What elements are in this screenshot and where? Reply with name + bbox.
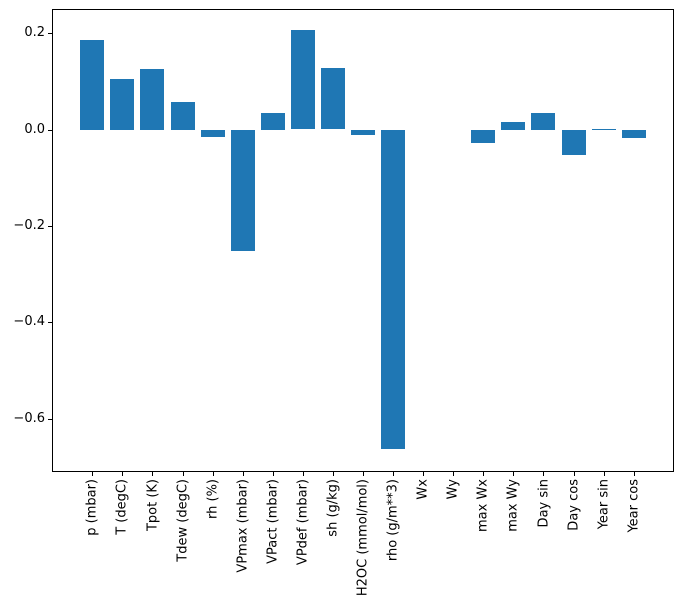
x-tick-mark (483, 472, 484, 476)
x-tick-label: rho (g/m**3) (385, 479, 401, 562)
x-tick-label: VPmax (mbar) (235, 479, 251, 573)
bar-vpdef-mbar (290, 29, 315, 130)
bar-h2oc-mmol-mol (351, 129, 376, 135)
y-tick-mark (48, 226, 52, 227)
x-tick-label: Wy (445, 479, 461, 500)
bar-tdew-degc (170, 101, 195, 130)
x-tick-mark (393, 472, 394, 476)
y-tick-label: 0.2 (24, 25, 45, 40)
bar-vpmax-mbar (230, 129, 255, 252)
y-tick-label: −0.4 (13, 314, 45, 329)
bar-year-cos (621, 129, 646, 139)
bar-rho-g-m-3 (381, 129, 406, 449)
x-tick-mark (243, 472, 244, 476)
bar-rh (200, 129, 225, 137)
y-tick-label: −0.6 (13, 411, 45, 426)
bar-vpact-mbar (260, 113, 285, 130)
x-tick-label: Day cos (566, 479, 581, 531)
x-tick-mark (92, 472, 93, 476)
x-tick-label: VPdef (mbar) (295, 479, 311, 566)
x-tick-mark (152, 472, 153, 476)
plot-area (52, 9, 674, 472)
bar-sh-g-kg (320, 67, 345, 130)
x-tick-label: rh (%) (205, 479, 221, 519)
bar-max-wy (501, 121, 526, 130)
x-tick-mark (122, 472, 123, 476)
x-tick-mark (634, 472, 635, 476)
bar-p-mbar (80, 39, 105, 130)
x-tick-mark (273, 472, 274, 476)
x-tick-label: Year sin (596, 479, 612, 530)
bar-tpot-k (140, 69, 165, 130)
x-tick-mark (543, 472, 544, 476)
x-tick-label: T (degC) (114, 479, 130, 535)
x-tick-mark (213, 472, 214, 476)
x-tick-label: max Wx (475, 479, 491, 533)
x-tick-mark (453, 472, 454, 476)
bar-max-wx (471, 129, 496, 144)
x-tick-mark (513, 472, 514, 476)
x-tick-label: H2OC (mmol/mol) (355, 479, 371, 597)
bar-t-degc (110, 78, 135, 130)
y-tick-mark (48, 130, 52, 131)
x-tick-mark (183, 472, 184, 476)
x-tick-label: Day sin (536, 479, 551, 528)
bar-day-cos (561, 129, 586, 156)
x-tick-mark (303, 472, 304, 476)
y-tick-label: 0.0 (24, 122, 45, 137)
x-tick-mark (574, 472, 575, 476)
y-tick-mark (48, 322, 52, 323)
x-tick-label: Tpot (K) (145, 479, 160, 532)
x-tick-label: max Wy (505, 479, 521, 532)
bar-day-sin (531, 113, 556, 130)
y-tick-mark (48, 33, 52, 34)
x-tick-label: VPact (mbar) (265, 479, 281, 564)
y-tick-mark (48, 419, 52, 420)
x-tick-label: Year cos (626, 479, 642, 533)
y-tick-label: −0.2 (13, 218, 45, 233)
x-tick-mark (333, 472, 334, 476)
x-tick-mark (363, 472, 364, 476)
x-tick-label: Wx (415, 479, 431, 500)
x-tick-label: Tdew (degC) (175, 479, 190, 562)
x-tick-mark (423, 472, 424, 476)
x-tick-label: p (mbar) (84, 479, 100, 536)
x-tick-mark (604, 472, 605, 476)
bar-year-sin (591, 128, 616, 130)
x-tick-label: sh (g/kg) (325, 479, 341, 537)
